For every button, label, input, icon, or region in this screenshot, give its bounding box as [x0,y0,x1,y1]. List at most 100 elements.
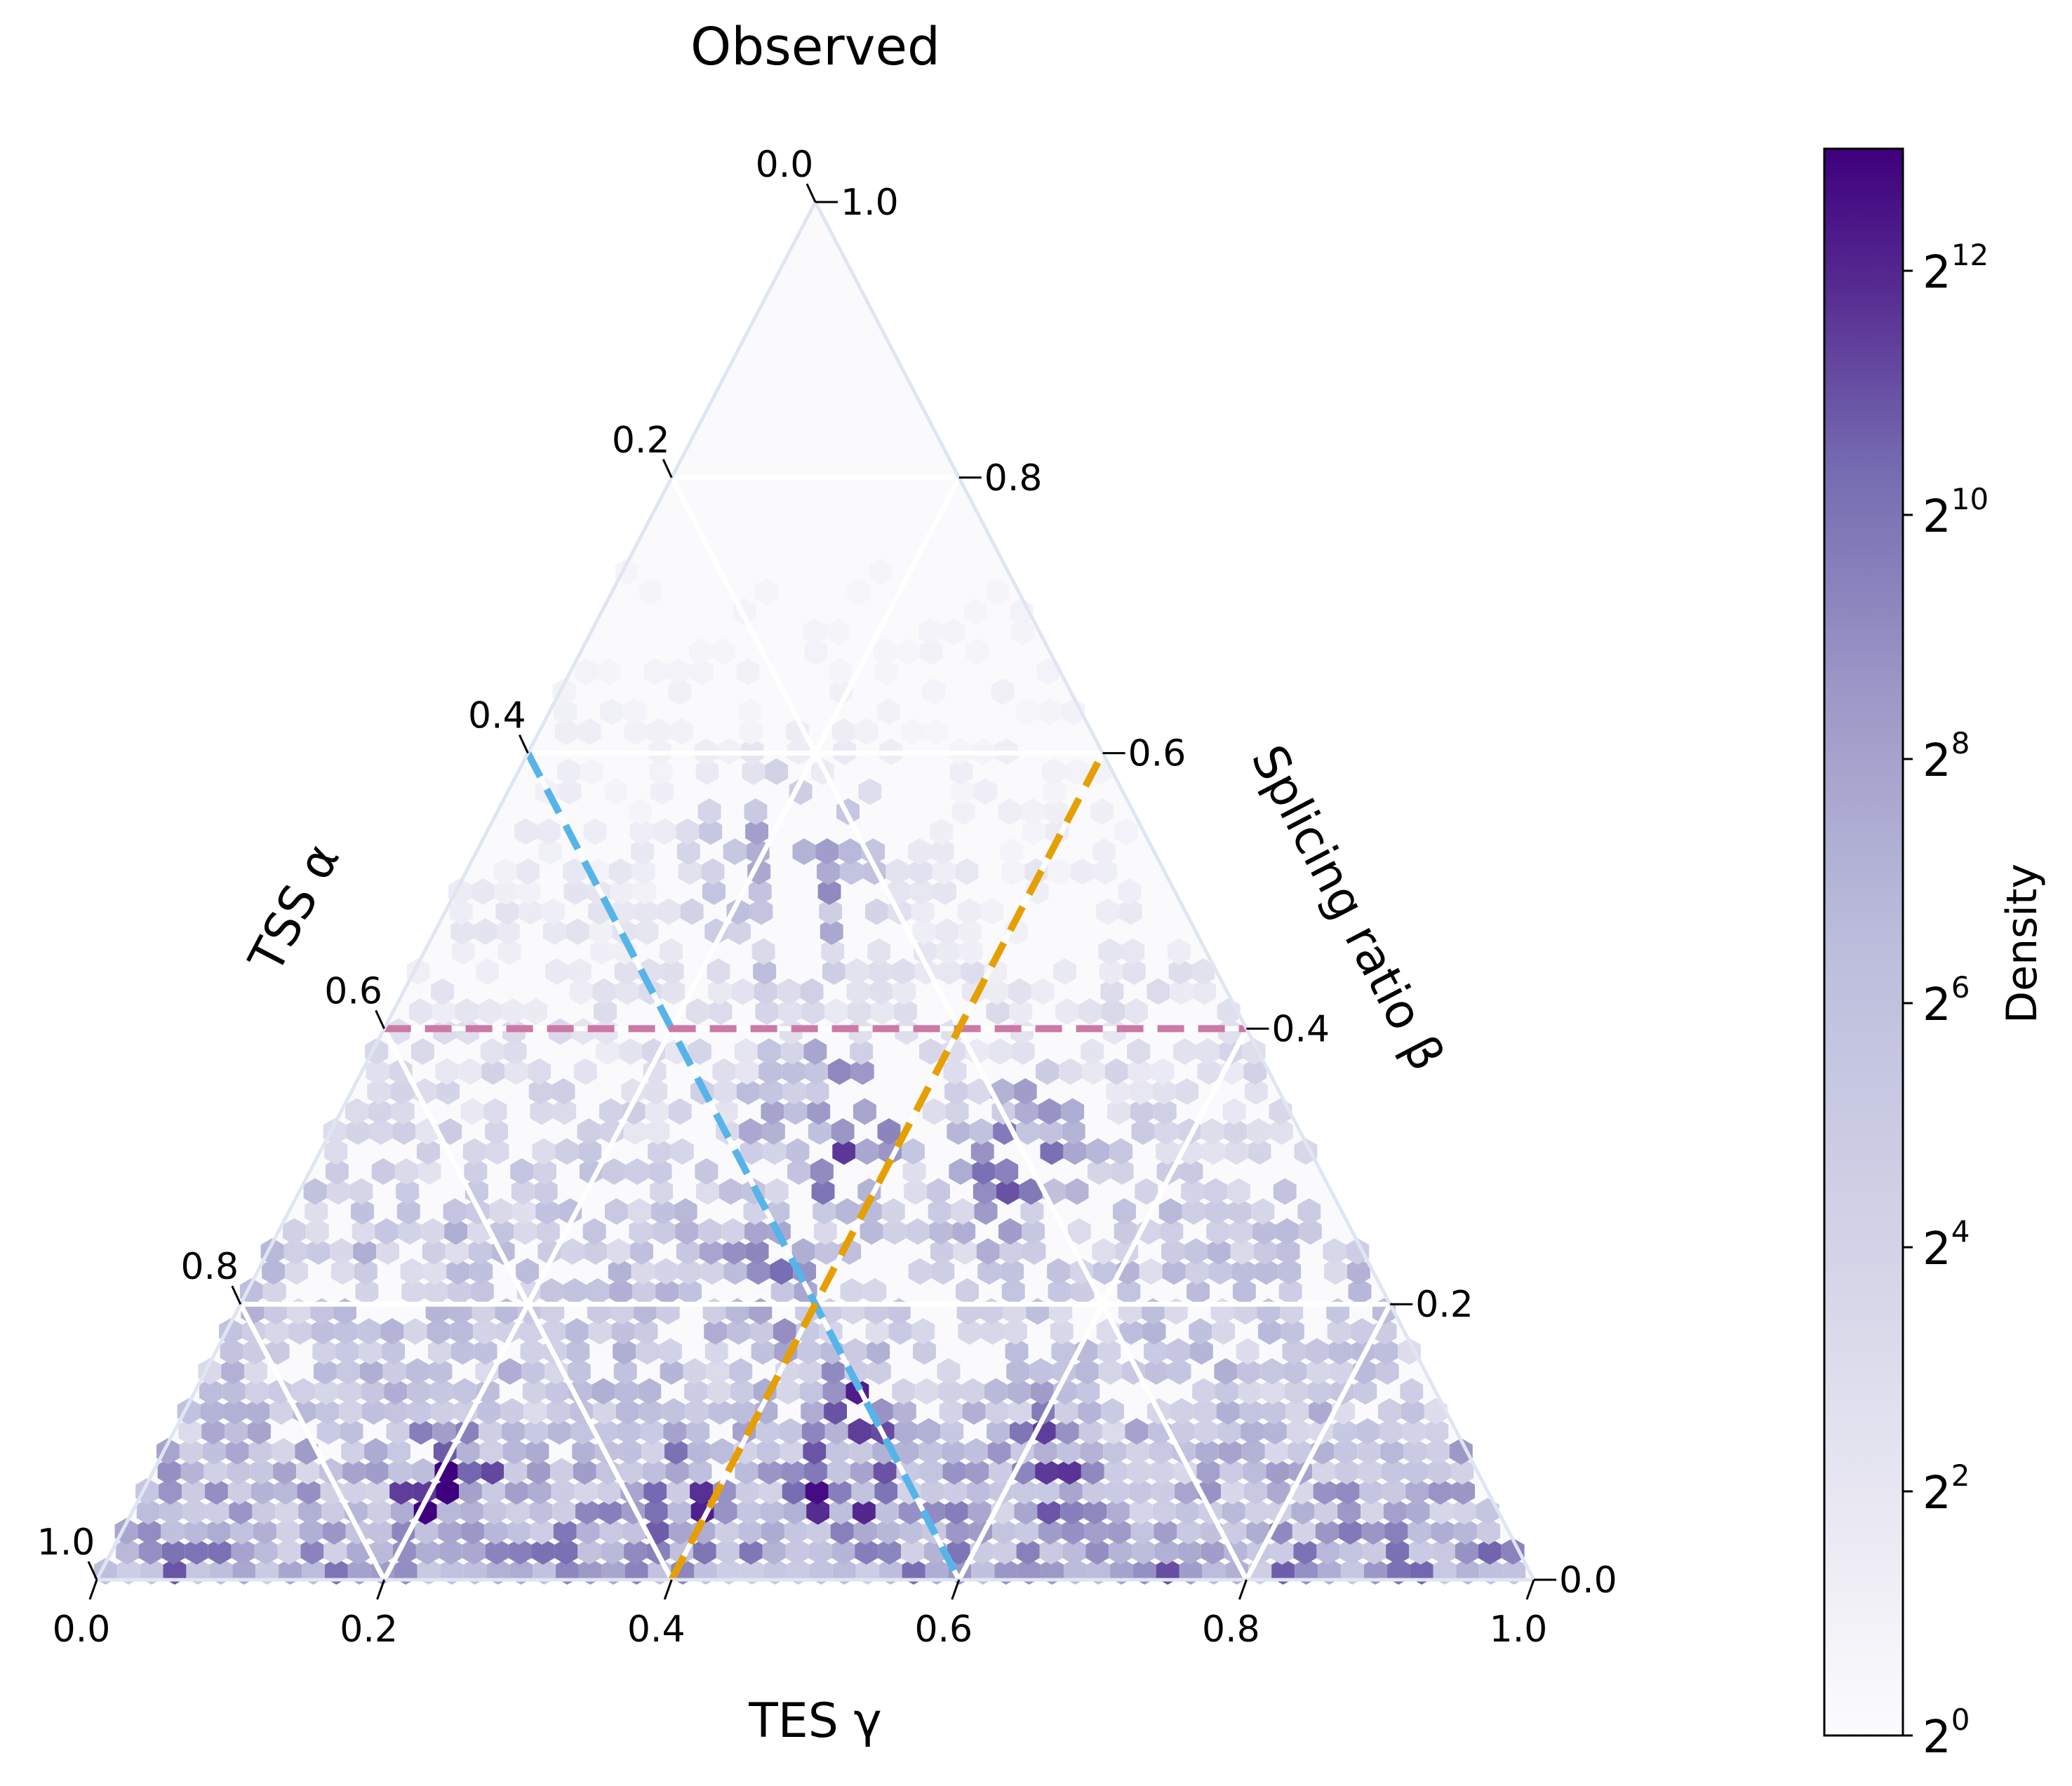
hex-cell [508,1538,532,1565]
left-tick-label: 0.0 [756,144,814,186]
hex-cell [780,1038,804,1065]
hex-cell [1216,1398,1240,1425]
hex-cell [929,1218,953,1245]
hex-cell [1013,1078,1037,1105]
hex-cell [855,718,878,745]
hex-cell [928,1198,951,1225]
hex-cell [1247,1118,1270,1145]
hex-cell [225,1418,248,1445]
left-axis-title: TSS α [239,835,351,982]
hex-cell [1228,1198,1252,1225]
hex-cell [534,1178,558,1205]
hex-cell [1036,1478,1060,1505]
hex-cell [1125,998,1148,1025]
bottom-tick [376,1579,386,1600]
hex-cell [728,918,751,945]
hex-cell [912,918,936,945]
hex-cell [201,1418,225,1445]
hex-cell [600,1118,624,1145]
hex-cell [1307,1378,1331,1405]
hex-cell [1305,1338,1329,1365]
hex-cell [323,1538,347,1565]
hex-cell [576,1518,600,1545]
hex-cell [685,1398,709,1425]
hex-cell [988,1038,1012,1065]
hex-cell [320,1478,344,1505]
hex-cell [203,1458,227,1485]
hex-cell [998,1218,1022,1245]
hex-cell [807,1098,831,1125]
hex-cell [450,1338,474,1365]
hex-cell [596,1038,620,1065]
hex-cell [770,1258,794,1285]
hex-cell [1450,1458,1474,1485]
hex-cell [202,1438,226,1465]
hex-cell [628,798,652,825]
hex-cell [667,1478,690,1505]
hex-cell [1065,758,1088,785]
hex-cell [393,1538,416,1565]
hex-cell [1282,1338,1306,1365]
hex-cell [1151,1058,1175,1085]
hex-cell [574,658,598,685]
hex-cell [357,1318,381,1345]
hex-cell [850,1038,874,1065]
hex-cell [832,1138,856,1165]
hex-cell [1010,1418,1033,1445]
hex-cell [627,1198,651,1225]
hex-cell [1218,1018,1242,1045]
hex-cell [686,1418,710,1445]
hex-cell [874,658,898,685]
hex-cell [227,1478,251,1505]
hex-cell [1048,1278,1071,1305]
hex-cell [1102,998,1125,1025]
hex-cell [445,1238,469,1265]
hex-cell [815,838,839,865]
hex-cell [436,1498,460,1525]
hex-cell [660,1358,683,1385]
hex-cell [476,1378,500,1405]
hex-cell [758,1458,782,1485]
hex-cell [801,1418,825,1445]
hex-cell [1346,1238,1370,1265]
hex-cell [500,1398,524,1425]
hex-cell [791,1238,815,1265]
hex-cell [583,818,607,845]
hex-cell [354,1258,377,1285]
hex-cell [650,1198,674,1225]
hex-cell [1067,1218,1091,1245]
hex-cell [1151,1478,1175,1505]
hex-cell [992,1518,1015,1545]
hex-cell [207,1518,231,1545]
hex-cell [618,1438,641,1465]
hex-cell [262,1278,286,1305]
hex-cell [227,1458,250,1485]
hex-cell [773,1318,796,1345]
hex-cell [1201,1118,1224,1145]
hex-cell [444,1218,468,1245]
left-tick [519,734,529,754]
hex-cell [504,1058,528,1085]
hex-cell [808,1538,832,1565]
hex-cell [902,1158,926,1185]
hex-cell [597,658,621,685]
hex-cell [1062,1538,1086,1565]
hex-cell [987,1438,1011,1465]
hex-cell [786,1138,810,1165]
hex-cell [622,1518,646,1545]
hex-cell [1455,1538,1478,1565]
hex-cell [1036,1058,1059,1085]
hex-cell [220,1338,243,1365]
hex-cell [1078,998,1102,1025]
hex-cell [269,1398,293,1425]
hex-cell [744,1218,768,1245]
hex-cell [1293,1538,1317,1565]
hex-cell [623,1118,647,1145]
hex-cell [753,958,777,985]
hex-cell [829,678,853,705]
hex-cell [385,1398,408,1425]
hex-cell [615,1398,639,1425]
hex-cell [1147,978,1170,1005]
hex-cell [401,1278,425,1305]
